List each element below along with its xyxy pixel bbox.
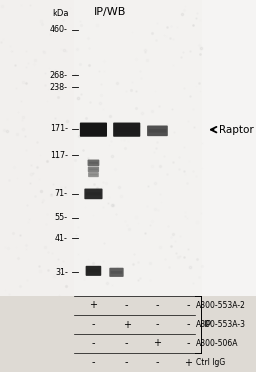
FancyBboxPatch shape	[148, 129, 166, 132]
Text: -: -	[186, 320, 190, 330]
Text: -: -	[92, 320, 95, 330]
FancyBboxPatch shape	[84, 189, 102, 199]
FancyBboxPatch shape	[80, 122, 107, 137]
Text: -: -	[156, 320, 159, 330]
FancyBboxPatch shape	[89, 162, 98, 164]
FancyBboxPatch shape	[86, 192, 101, 196]
Text: 117-: 117-	[50, 151, 68, 160]
Text: -: -	[156, 301, 159, 311]
Text: -: -	[125, 301, 129, 311]
Text: 171-: 171-	[50, 124, 68, 133]
Text: A300-506A: A300-506A	[196, 339, 238, 348]
Text: 238-: 238-	[50, 83, 68, 92]
FancyBboxPatch shape	[113, 122, 140, 137]
Text: kDa: kDa	[53, 9, 69, 18]
FancyBboxPatch shape	[87, 269, 100, 272]
Text: Raptor: Raptor	[219, 125, 254, 135]
FancyBboxPatch shape	[88, 167, 99, 172]
Text: -: -	[92, 357, 95, 368]
FancyBboxPatch shape	[111, 271, 122, 274]
Text: -: -	[186, 339, 190, 349]
FancyBboxPatch shape	[89, 174, 98, 176]
Text: +: +	[123, 320, 131, 330]
Text: A300-553A-3: A300-553A-3	[196, 320, 246, 329]
Bar	[202, 0, 256, 296]
Text: -: -	[186, 301, 190, 311]
Text: A300-553A-2: A300-553A-2	[196, 301, 246, 310]
Text: IP/WB: IP/WB	[94, 7, 126, 17]
Text: -: -	[92, 339, 95, 349]
FancyBboxPatch shape	[86, 266, 101, 276]
FancyBboxPatch shape	[109, 268, 124, 277]
FancyBboxPatch shape	[88, 172, 99, 177]
FancyBboxPatch shape	[89, 169, 98, 170]
Text: 31-: 31-	[55, 268, 68, 277]
Text: +: +	[184, 357, 192, 368]
Text: 55-: 55-	[55, 213, 68, 222]
Text: 41-: 41-	[55, 234, 68, 243]
Text: Ctrl IgG: Ctrl IgG	[196, 358, 225, 367]
Text: 71-: 71-	[55, 189, 68, 198]
Text: -: -	[125, 357, 129, 368]
Bar	[0, 0, 202, 296]
FancyBboxPatch shape	[81, 128, 106, 132]
Text: -: -	[156, 357, 159, 368]
Bar	[74, 0, 202, 296]
Text: +: +	[89, 301, 98, 311]
FancyBboxPatch shape	[114, 128, 139, 132]
Text: -: -	[125, 339, 129, 349]
FancyBboxPatch shape	[88, 160, 99, 166]
FancyBboxPatch shape	[147, 125, 168, 136]
Text: +: +	[153, 339, 162, 349]
Text: 268-: 268-	[50, 71, 68, 80]
Text: IP: IP	[203, 320, 211, 329]
Text: 460-: 460-	[50, 25, 68, 34]
